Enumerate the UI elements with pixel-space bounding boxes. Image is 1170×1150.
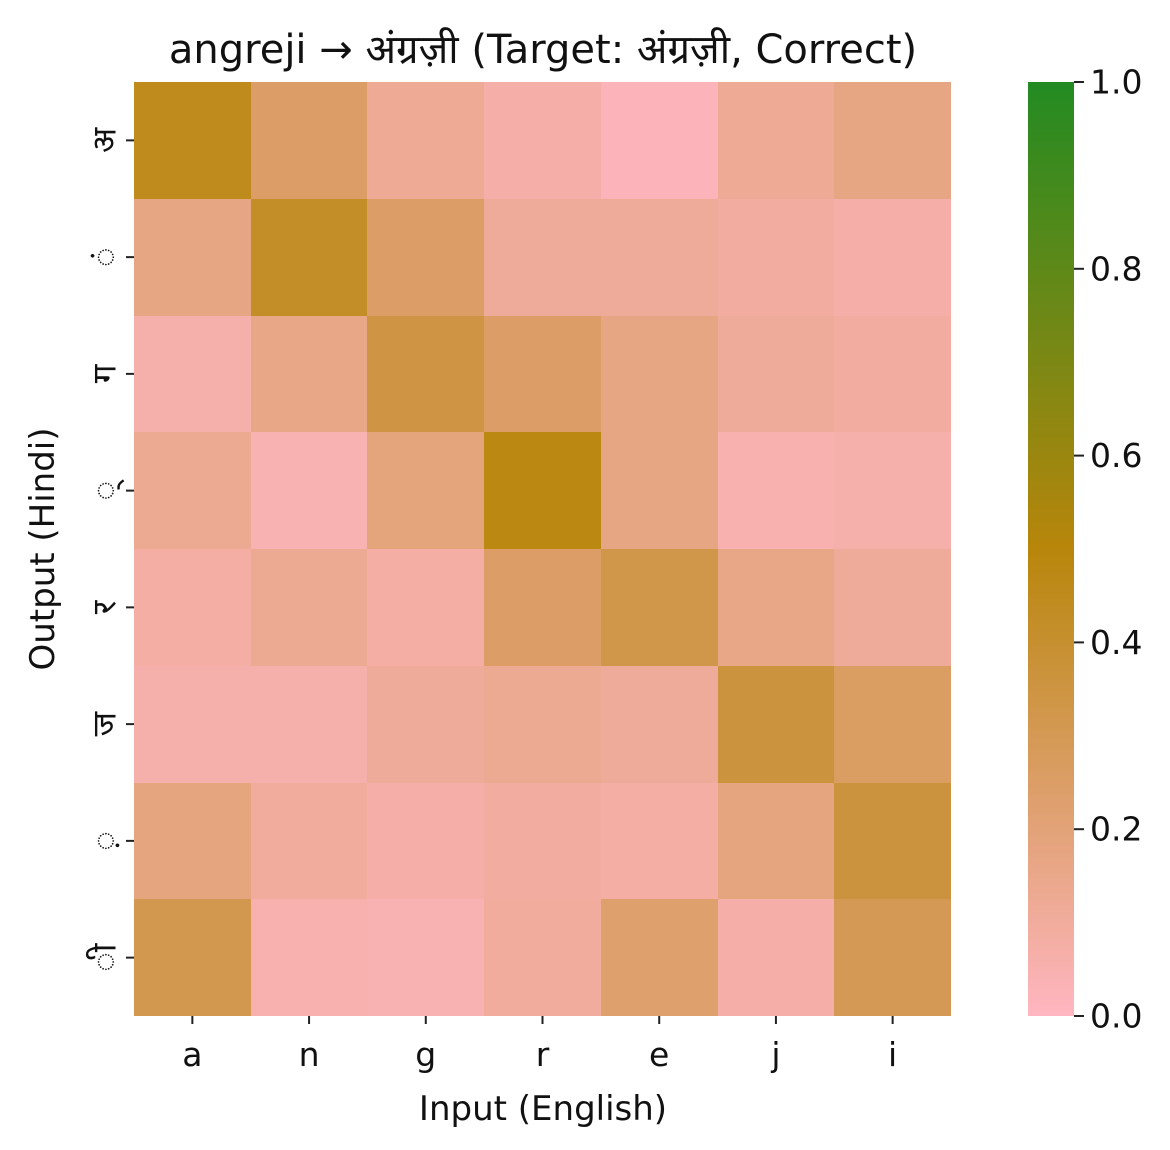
heatmap-cell [834, 549, 951, 666]
heatmap-cell [601, 82, 718, 199]
colorbar-tick-label: 0.0 [1090, 997, 1142, 1036]
y-tick-label: अ [85, 127, 124, 153]
heatmap-cell [134, 899, 251, 1016]
y-tick-label: ् [85, 479, 126, 501]
heatmap-cell [484, 199, 601, 316]
x-tick-label: r [536, 1035, 550, 1074]
heatmap-cell [367, 549, 484, 666]
heatmap-cell [251, 432, 367, 549]
x-tick-label: a [182, 1035, 202, 1074]
heatmap-cell [601, 432, 718, 549]
heatmap-cell [718, 899, 834, 1016]
heatmap-cell [718, 316, 834, 432]
heatmap-cell [718, 199, 834, 316]
heatmap-cell [484, 316, 601, 432]
heatmap-cell [367, 316, 484, 432]
heatmap-cell [134, 82, 251, 199]
heatmap-cell [484, 899, 601, 1016]
heatmap-cell [718, 666, 834, 783]
heatmap-cell [251, 666, 367, 783]
heatmap-cell [134, 783, 251, 899]
heatmap-cells [134, 82, 951, 1016]
heatmap-cell [367, 666, 484, 783]
heatmap-cell [367, 783, 484, 899]
x-tick-label: j [770, 1035, 780, 1074]
heatmap-cell [601, 316, 718, 432]
heatmap-cell [367, 199, 484, 316]
heatmap-cell [134, 666, 251, 783]
heatmap-cell [484, 432, 601, 549]
heatmap-cell [834, 316, 951, 432]
colorbar-tick-label: 0.2 [1090, 810, 1142, 849]
y-tick-label: ं [85, 247, 124, 267]
heatmap-cell [251, 899, 367, 1016]
heatmap-cell [134, 432, 251, 549]
x-tick-label: g [415, 1035, 436, 1074]
y-tick-label: ग [85, 363, 124, 383]
heatmap-cell [601, 549, 718, 666]
heatmap-cell [134, 316, 251, 432]
heatmap-cell [134, 199, 251, 316]
heatmap-cell [718, 432, 834, 549]
heatmap-cell [367, 82, 484, 199]
heatmap-cell [251, 549, 367, 666]
heatmap-cell [601, 783, 718, 899]
heatmap-cell [834, 899, 951, 1016]
heatmap-cell [484, 549, 601, 666]
heatmap-cell [251, 199, 367, 316]
heatmap-cell [834, 199, 951, 316]
heatmap-cell [484, 666, 601, 783]
x-axis-label: Input (English) [419, 1089, 667, 1129]
heatmap-cell [251, 82, 367, 199]
colorbar-tick-label: 0.4 [1090, 623, 1142, 662]
x-tick-label: e [649, 1035, 669, 1074]
heatmap-cell [251, 316, 367, 432]
colorbar-tick-label: 0.8 [1090, 249, 1142, 288]
heatmap-cell [834, 82, 951, 199]
heatmap-cell [601, 199, 718, 316]
y-axis-ticks: अं ग् र ज़ी [85, 127, 134, 972]
heatmap-cell [718, 783, 834, 899]
colorbar-ticks: 0.0 0.2 0.4 0.6 0.8 1.0 [1074, 63, 1142, 1036]
heatmap-cell [367, 432, 484, 549]
heatmap-cell [834, 432, 951, 549]
heatmap-cell [718, 549, 834, 666]
heatmap-cell [718, 82, 834, 199]
heatmap-cell [834, 666, 951, 783]
heatmap-cell [134, 549, 251, 666]
heatmap-cell [367, 899, 484, 1016]
heatmap-cell [484, 82, 601, 199]
x-tick-label: n [299, 1035, 320, 1074]
heatmap-cell [601, 666, 718, 783]
heatmap-cell [251, 783, 367, 899]
chart-title: angreji → अंग्रज़ी (Target: अंग्रज़ी, Co… [169, 27, 917, 73]
y-tick-label: ़ [85, 831, 124, 851]
colorbar-tick-label: 1.0 [1090, 63, 1142, 102]
heatmap-cell [601, 899, 718, 1016]
heatmap-cell [484, 783, 601, 899]
heatmap-cell [834, 783, 951, 899]
y-tick-label: ज [85, 711, 124, 736]
y-tick-label: र [85, 600, 124, 614]
y-axis-label: Output (Hindi) [23, 427, 63, 670]
colorbar [1028, 82, 1074, 1016]
colorbar-tick-label: 0.6 [1090, 436, 1142, 475]
x-tick-label: i [888, 1035, 897, 1074]
y-tick-label: ी [85, 942, 124, 972]
